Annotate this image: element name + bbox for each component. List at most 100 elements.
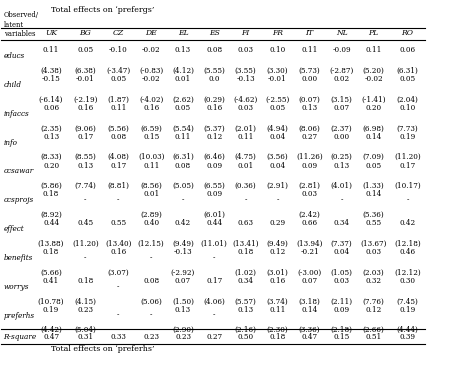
Text: 0.04: 0.04 <box>269 162 286 170</box>
Text: 0.00: 0.00 <box>301 75 318 83</box>
Text: 0.12: 0.12 <box>365 306 382 314</box>
Text: -: - <box>213 254 215 262</box>
Text: (5.57): (5.57) <box>235 297 256 305</box>
Text: (3.36): (3.36) <box>299 326 320 334</box>
Text: 0.08: 0.08 <box>110 133 126 141</box>
Text: (2.66): (2.66) <box>363 326 384 334</box>
Text: -: - <box>117 311 119 320</box>
Text: 0.01: 0.01 <box>175 75 191 83</box>
Text: (4.01): (4.01) <box>330 182 353 190</box>
Text: 0.13: 0.13 <box>175 46 191 54</box>
Text: 0.34: 0.34 <box>334 219 350 227</box>
Text: (7.73): (7.73) <box>397 124 419 132</box>
Text: (-2.92): (-2.92) <box>171 268 195 277</box>
Text: 0.66: 0.66 <box>301 219 318 227</box>
Text: -: - <box>276 196 279 204</box>
Text: -: - <box>84 254 87 262</box>
Text: 0.13: 0.13 <box>175 306 191 314</box>
Text: 0.13: 0.13 <box>43 133 59 141</box>
Text: (6.01): (6.01) <box>203 211 225 219</box>
Text: (2.62): (2.62) <box>172 96 194 104</box>
Text: 0.16: 0.16 <box>269 277 286 285</box>
Text: 0.17: 0.17 <box>400 162 416 170</box>
Text: 0.11: 0.11 <box>269 306 286 314</box>
Text: (5.56): (5.56) <box>107 124 129 132</box>
Text: -: - <box>245 196 247 204</box>
Text: 0.16: 0.16 <box>77 104 93 112</box>
Text: -: - <box>150 311 153 320</box>
Text: 0.18: 0.18 <box>77 277 93 285</box>
Text: 0.13: 0.13 <box>301 104 318 112</box>
Text: 0.63: 0.63 <box>238 219 254 227</box>
Text: (2.42): (2.42) <box>299 211 320 219</box>
Text: (2.01): (2.01) <box>235 124 257 132</box>
Text: 0.14: 0.14 <box>365 133 382 141</box>
Text: 0.05: 0.05 <box>269 104 286 112</box>
Text: (3.30): (3.30) <box>267 67 288 75</box>
Text: 0.23: 0.23 <box>175 333 191 341</box>
Text: 0.31: 0.31 <box>77 333 93 341</box>
Text: 0.05: 0.05 <box>400 75 416 83</box>
Text: (10.17): (10.17) <box>394 182 421 190</box>
Text: (2.03): (2.03) <box>363 268 384 277</box>
Text: 0.01: 0.01 <box>143 190 159 198</box>
Text: (4.94): (4.94) <box>266 124 289 132</box>
Text: effect: effect <box>3 225 24 233</box>
Text: (2.35): (2.35) <box>40 124 62 132</box>
Text: Total effects on ‘preferhs’: Total effects on ‘preferhs’ <box>51 345 155 353</box>
Text: (8.81): (8.81) <box>107 182 129 190</box>
Text: (5.06): (5.06) <box>140 297 162 305</box>
Text: (4.42): (4.42) <box>40 326 62 334</box>
Text: 0.04: 0.04 <box>269 133 286 141</box>
Text: (-3.00): (-3.00) <box>298 268 322 277</box>
Text: -: - <box>150 254 153 262</box>
Text: R-square: R-square <box>3 333 36 341</box>
Text: (-2.87): (-2.87) <box>329 67 354 75</box>
Text: 0.45: 0.45 <box>77 219 93 227</box>
Text: (4.15): (4.15) <box>74 297 96 305</box>
Text: 0.11: 0.11 <box>301 46 318 54</box>
Text: (-3.47): (-3.47) <box>106 67 130 75</box>
Text: (3.07): (3.07) <box>108 268 129 277</box>
Text: 0.55: 0.55 <box>110 219 126 227</box>
Text: (5.55): (5.55) <box>203 67 225 75</box>
Text: (1.87): (1.87) <box>107 96 129 104</box>
Text: 0.03: 0.03 <box>238 104 254 112</box>
Text: 0.14: 0.14 <box>365 190 382 198</box>
Text: DE: DE <box>146 29 157 37</box>
Text: (4.44): (4.44) <box>397 326 419 334</box>
Text: (11.01): (11.01) <box>201 240 228 248</box>
Text: (3.15): (3.15) <box>331 96 353 104</box>
Text: (5.05): (5.05) <box>172 182 194 190</box>
Text: (6.46): (6.46) <box>203 153 225 161</box>
Text: 0.19: 0.19 <box>43 306 59 314</box>
Text: (4.38): (4.38) <box>40 67 62 75</box>
Text: 0.11: 0.11 <box>175 133 191 141</box>
Text: (-6.14): (-6.14) <box>39 96 64 104</box>
Text: -: - <box>340 196 343 204</box>
Text: 0.29: 0.29 <box>269 219 286 227</box>
Text: -0.09: -0.09 <box>332 46 351 54</box>
Text: 0.11: 0.11 <box>143 162 159 170</box>
Text: (0.25): (0.25) <box>331 153 353 161</box>
Text: (6.38): (6.38) <box>74 67 96 75</box>
Text: 0.05: 0.05 <box>110 75 126 83</box>
Text: 0.17: 0.17 <box>206 277 222 285</box>
Text: Observed/
latent
variables: Observed/ latent variables <box>4 11 39 38</box>
Text: preferhs: preferhs <box>3 311 35 320</box>
Text: (12.12): (12.12) <box>394 268 421 277</box>
Text: 0.32: 0.32 <box>365 277 382 285</box>
Text: 0.11: 0.11 <box>365 46 382 54</box>
Text: NL: NL <box>336 29 347 37</box>
Text: (3.18): (3.18) <box>299 297 320 305</box>
Text: -0.13: -0.13 <box>237 75 255 83</box>
Text: 0.23: 0.23 <box>77 306 93 314</box>
Text: (7.76): (7.76) <box>363 297 384 305</box>
Text: 0.09: 0.09 <box>206 162 222 170</box>
Text: (3.01): (3.01) <box>266 268 289 277</box>
Text: (6.55): (6.55) <box>203 182 225 190</box>
Text: (1.02): (1.02) <box>235 268 257 277</box>
Text: FR: FR <box>272 29 283 37</box>
Text: (8.06): (8.06) <box>299 124 320 132</box>
Text: ES: ES <box>209 29 219 37</box>
